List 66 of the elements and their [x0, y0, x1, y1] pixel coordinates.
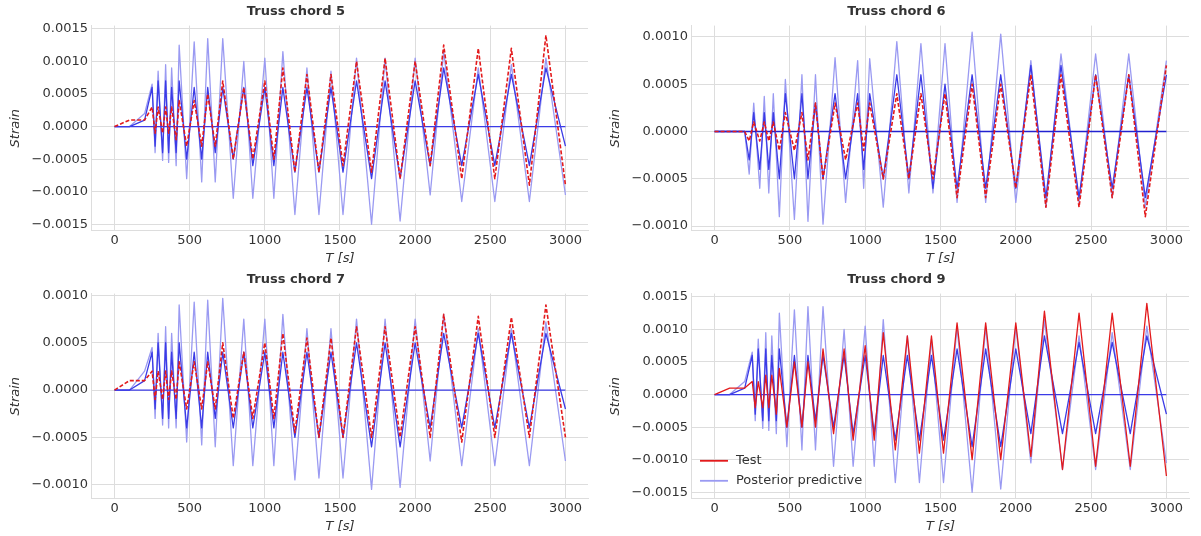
x-tick-label: 2500 — [1074, 499, 1108, 515]
y-tick-label: −0.0010 — [31, 475, 88, 491]
y-tick-label: 0.0015 — [642, 288, 688, 304]
x-tick-label: 3000 — [1149, 231, 1183, 247]
x-axis-title: T [s] — [325, 517, 355, 533]
y-tick-label: −0.0015 — [31, 215, 88, 231]
x-tick-label: 3000 — [1149, 499, 1183, 515]
x-tick-label: 0 — [710, 499, 719, 515]
x-tick-label: 1000 — [848, 231, 882, 247]
y-tick-label: −0.0010 — [31, 183, 88, 199]
y-tick-label: 0.0000 — [642, 385, 688, 401]
y-tick-label: 0.0005 — [42, 85, 88, 101]
y-tick-label: −0.0010 — [631, 451, 688, 467]
y-axis-title: Strain — [607, 376, 623, 416]
x-tick-label: 2500 — [473, 499, 507, 515]
legend-label: Test — [734, 452, 762, 468]
legend-label: Posterior predictive — [735, 472, 863, 488]
chart-title: Truss chord 9 — [847, 271, 946, 287]
x-axis-title: T [s] — [925, 249, 955, 265]
x-tick-label: 2500 — [1074, 231, 1108, 247]
y-tick-label: 0.0015 — [42, 20, 88, 36]
x-tick-label: 2000 — [398, 231, 432, 247]
x-tick-label: 1500 — [923, 499, 958, 515]
y-tick-label: −0.0005 — [631, 170, 688, 186]
x-tick-label: 3000 — [548, 231, 582, 247]
y-tick-label: −0.0010 — [631, 217, 688, 233]
y-tick-label: 0.0005 — [642, 75, 688, 91]
x-axis-title: T [s] — [325, 249, 355, 265]
x-tick-label: 500 — [777, 231, 803, 247]
x-tick-label: 2000 — [398, 499, 432, 515]
y-tick-label: 0.0010 — [642, 28, 688, 44]
y-axis-title: Strain — [7, 108, 23, 148]
x-tick-label: 2000 — [999, 231, 1033, 247]
x-axis-title: T [s] — [925, 517, 955, 533]
x-tick-label: 1000 — [248, 231, 282, 247]
x-tick-label: 1500 — [323, 499, 357, 515]
x-tick-label: 2000 — [999, 499, 1033, 515]
x-tick-label: 2500 — [473, 231, 507, 247]
x-tick-label: 1500 — [923, 231, 958, 247]
y-tick-label: 0.0000 — [42, 117, 88, 133]
y-tick-label: 0.0005 — [642, 353, 688, 369]
y-axis-title: Strain — [7, 376, 23, 416]
chart-title: Truss chord 7 — [246, 271, 346, 287]
y-axis-title: Strain — [607, 108, 623, 148]
y-tick-label: 0.0000 — [42, 381, 88, 397]
x-tick-label: 1000 — [248, 499, 282, 515]
y-tick-label: 0.0010 — [642, 320, 688, 336]
y-tick-label: 0.0000 — [642, 122, 688, 138]
x-tick-label: 500 — [177, 231, 203, 247]
y-tick-label: −0.0005 — [31, 150, 88, 166]
x-tick-label: 500 — [177, 499, 203, 515]
x-tick-label: 3000 — [548, 499, 582, 515]
x-tick-label: 0 — [710, 231, 719, 247]
y-tick-label: −0.0005 — [631, 418, 688, 434]
chart-title: Truss chord 6 — [847, 3, 946, 19]
y-tick-label: 0.0005 — [42, 334, 88, 350]
chart-title: Truss chord 5 — [246, 3, 346, 19]
x-tick-label: 500 — [777, 499, 803, 515]
x-tick-label: 1500 — [323, 231, 357, 247]
x-tick-label: 1000 — [848, 499, 882, 515]
x-tick-label: 0 — [110, 231, 119, 247]
y-tick-label: −0.0015 — [631, 483, 688, 499]
x-tick-label: 0 — [110, 499, 119, 515]
y-tick-label: 0.0010 — [42, 52, 88, 68]
y-tick-label: 0.0010 — [42, 286, 88, 302]
y-tick-label: −0.0005 — [31, 428, 88, 444]
